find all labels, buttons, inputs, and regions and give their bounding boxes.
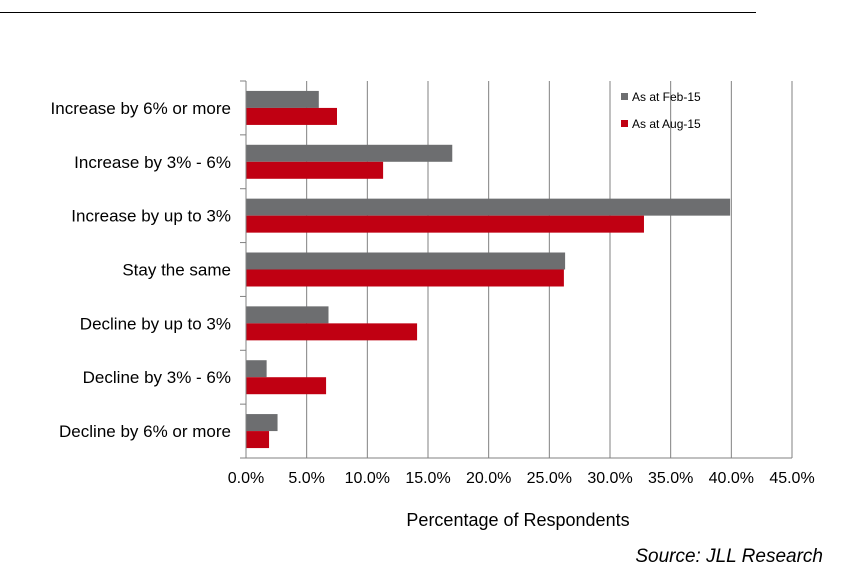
bar-feb-15 [246, 306, 329, 324]
category-label: Increase by up to 3% [71, 207, 231, 226]
category-label: Decline by up to 3% [80, 314, 231, 333]
bar-aug-15 [246, 215, 644, 233]
bar-feb-15 [246, 252, 566, 270]
category-label: Decline by 3% - 6% [83, 368, 231, 387]
bar-chart: Increase by 6% or more Increase by 3% - 6… [51, 80, 815, 530]
category-labels: Increase by 6% or more Increase by 3% - 6… [51, 99, 231, 441]
bar-aug-15 [246, 377, 327, 395]
x-tick-label: 45.0% [769, 470, 814, 487]
top-rule [0, 12, 756, 13]
bar-aug-15 [246, 431, 270, 449]
tick-labels: 0.0% 5.0% 10.0% 15.0% 20.0% 25.0% 30.0% 35.0% 40… [228, 470, 815, 487]
x-tick-label: 5.0% [288, 470, 324, 487]
bar-aug-15 [246, 269, 564, 287]
x-tick-label: 30.0% [587, 470, 632, 487]
legend: As at Feb-15 As at Aug-15 [621, 90, 701, 131]
legend-swatch [621, 93, 628, 100]
bar-feb-15 [246, 144, 453, 162]
bars [246, 90, 731, 449]
x-axis-title: Percentage of Respondents [406, 510, 629, 530]
bar-feb-15 [246, 90, 319, 108]
x-tick-label: 10.0% [345, 470, 390, 487]
x-tick-label: 25.0% [527, 470, 572, 487]
bar-feb-15 [246, 414, 278, 432]
gridlines [306, 81, 793, 458]
legend-label: As at Feb-15 [632, 90, 701, 104]
bar-aug-15 [246, 107, 337, 125]
legend-label: As at Aug-15 [632, 117, 701, 131]
category-label: Increase by 3% - 6% [74, 153, 231, 172]
axes [240, 80, 792, 459]
source-note: Source: JLL Research [635, 546, 823, 567]
bar-aug-15 [246, 161, 384, 179]
bar-aug-15 [246, 323, 418, 341]
bar-feb-15 [246, 198, 731, 216]
x-tick-label: 35.0% [648, 470, 693, 487]
legend-swatch [621, 120, 628, 127]
x-tick-label: 40.0% [709, 470, 754, 487]
x-tick-label: 20.0% [466, 470, 511, 487]
category-label: Increase by 6% or more [51, 99, 231, 118]
x-tick-label: 0.0% [228, 470, 264, 487]
category-label: Decline by 6% or more [59, 422, 231, 441]
category-label: Stay the same [122, 261, 231, 280]
x-tick-label: 15.0% [405, 470, 450, 487]
bar-feb-15 [246, 360, 267, 378]
